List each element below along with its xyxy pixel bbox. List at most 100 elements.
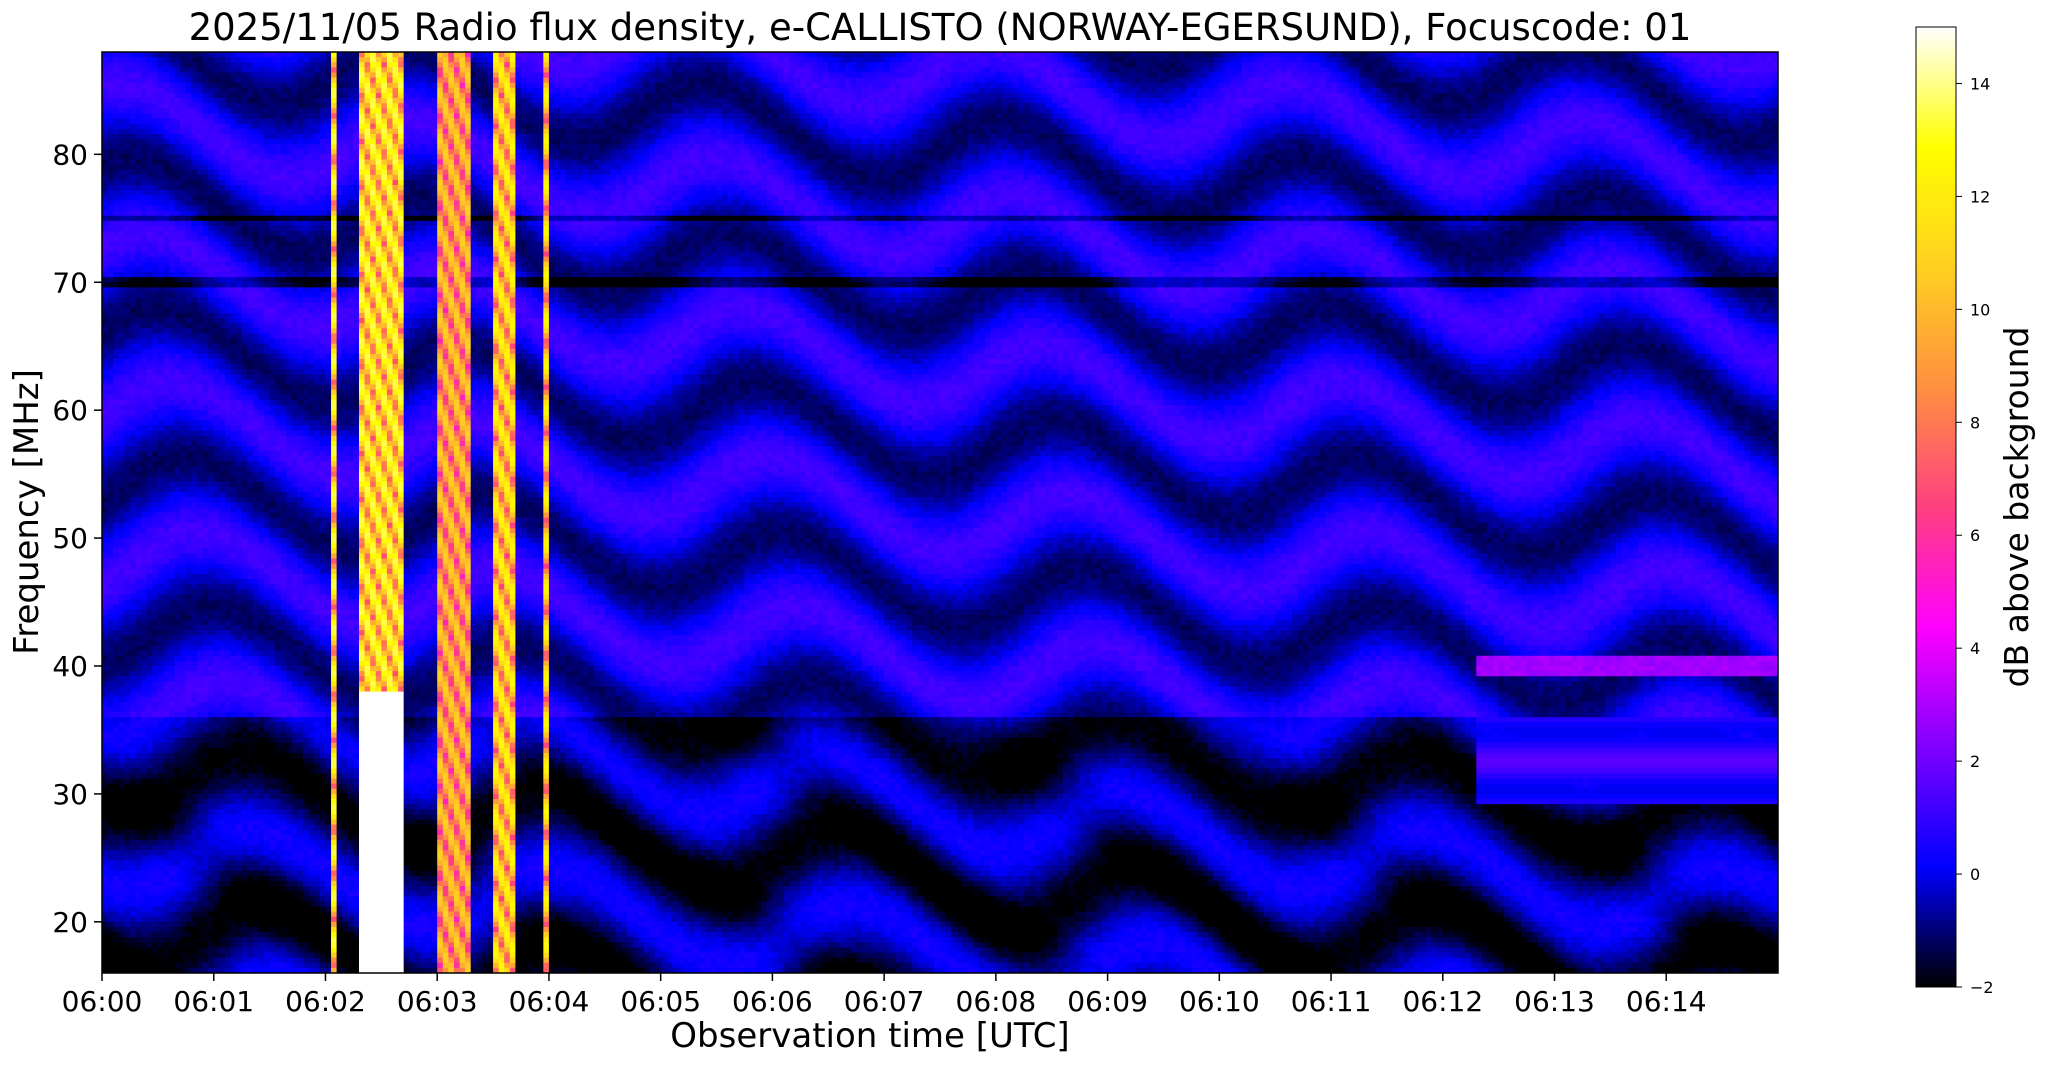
heatmap-cell [152,860,158,866]
heatmap-cell [141,733,147,739]
heatmap-cell [147,451,153,457]
heatmap-cell [136,477,142,483]
heatmap-cell [108,927,114,933]
heatmap-cell [136,262,142,268]
heatmap-cell [108,763,114,769]
heatmap-cell [147,236,153,242]
heatmap-cell [130,860,136,866]
heatmap-cell [147,456,153,462]
heatmap-cell [108,124,114,130]
heatmap-cell [102,328,108,334]
heatmap-cell [124,333,130,339]
heatmap-cell [141,748,147,754]
heatmap-cell [119,103,125,109]
heatmap-cell [136,395,142,401]
heatmap-cell [113,963,119,969]
heatmap-cell [124,860,130,866]
heatmap-cell [147,287,153,293]
heatmap-cell [113,257,119,263]
heatmap-cell [113,216,119,222]
heatmap-cell [136,840,142,846]
heatmap-cell [119,67,125,73]
heatmap-cell [141,620,147,626]
heatmap-cell [108,226,114,232]
heatmap-cell [108,942,114,948]
heatmap-cell [124,441,130,447]
heatmap-cell [124,252,130,258]
heatmap-cell [147,671,153,677]
heatmap-cell [113,671,119,677]
heatmap-cell [108,144,114,150]
heatmap-cell [113,625,119,631]
heatmap-cell [113,364,119,370]
heatmap-cell [102,236,108,242]
heatmap-cell [108,738,114,744]
heatmap-cell [147,656,153,662]
heatmap-cell [119,231,125,237]
heatmap-cell [152,942,158,948]
heatmap-cell [147,344,153,350]
heatmap-cell [136,886,142,892]
heatmap-cell [119,584,125,590]
heatmap-cell [108,599,114,605]
heatmap-cell [113,917,119,923]
heatmap-cell [113,466,119,472]
heatmap-cell [108,922,114,928]
heatmap-cell [113,896,119,902]
heatmap-cell [152,385,158,391]
heatmap-cell [108,676,114,682]
heatmap-cell [124,891,130,897]
heatmap-cell [136,712,142,718]
heatmap-cell [130,748,136,754]
heatmap-cell [113,497,119,503]
heatmap-cell [119,523,125,529]
heatmap-cell [136,758,142,764]
heatmap-cell [108,170,114,176]
heatmap-cell [136,820,142,826]
heatmap-cell [124,605,130,611]
heatmap-cell [136,912,142,918]
heatmap-cell [119,528,125,534]
heatmap-cell [130,277,136,283]
heatmap-cell [119,78,125,84]
heatmap-cell [136,773,142,779]
heatmap-cell [102,927,108,933]
heatmap-cell [152,804,158,810]
chart-title: 2025/11/05 Radio flux density, e-CALLIST… [189,6,1692,49]
heatmap-cell [124,62,130,68]
heatmap-cell [102,610,108,616]
heatmap-cell [141,492,147,498]
heatmap-cell [124,385,130,391]
heatmap-cell [108,359,114,365]
heatmap-cell [130,610,136,616]
heatmap-cell [147,262,153,268]
heatmap-cell [113,287,119,293]
heatmap-cell [119,472,125,478]
heatmap-cell [141,52,147,58]
heatmap-cell [141,922,147,928]
heatmap-cell [130,553,136,559]
heatmap-cell [152,333,158,339]
heatmap-cell [119,692,125,698]
heatmap-cell [152,589,158,595]
heatmap-cell [102,333,108,339]
heatmap-cell [113,722,119,728]
heatmap-cell [152,72,158,78]
heatmap-cell [119,98,125,104]
heatmap-cell [113,369,119,375]
heatmap-cell [119,886,125,892]
heatmap-cell [147,768,153,774]
heatmap-cell [102,707,108,713]
heatmap-cell [102,886,108,892]
heatmap-cell [119,963,125,969]
heatmap-cell [152,441,158,447]
heatmap-cell [152,712,158,718]
heatmap-cell [119,881,125,887]
heatmap-cell [108,379,114,385]
heatmap-cell [119,835,125,841]
heatmap-cell [141,257,147,263]
heatmap-cell [108,615,114,621]
heatmap-cell [147,625,153,631]
heatmap-cell [124,932,130,938]
heatmap-cell [130,779,136,785]
